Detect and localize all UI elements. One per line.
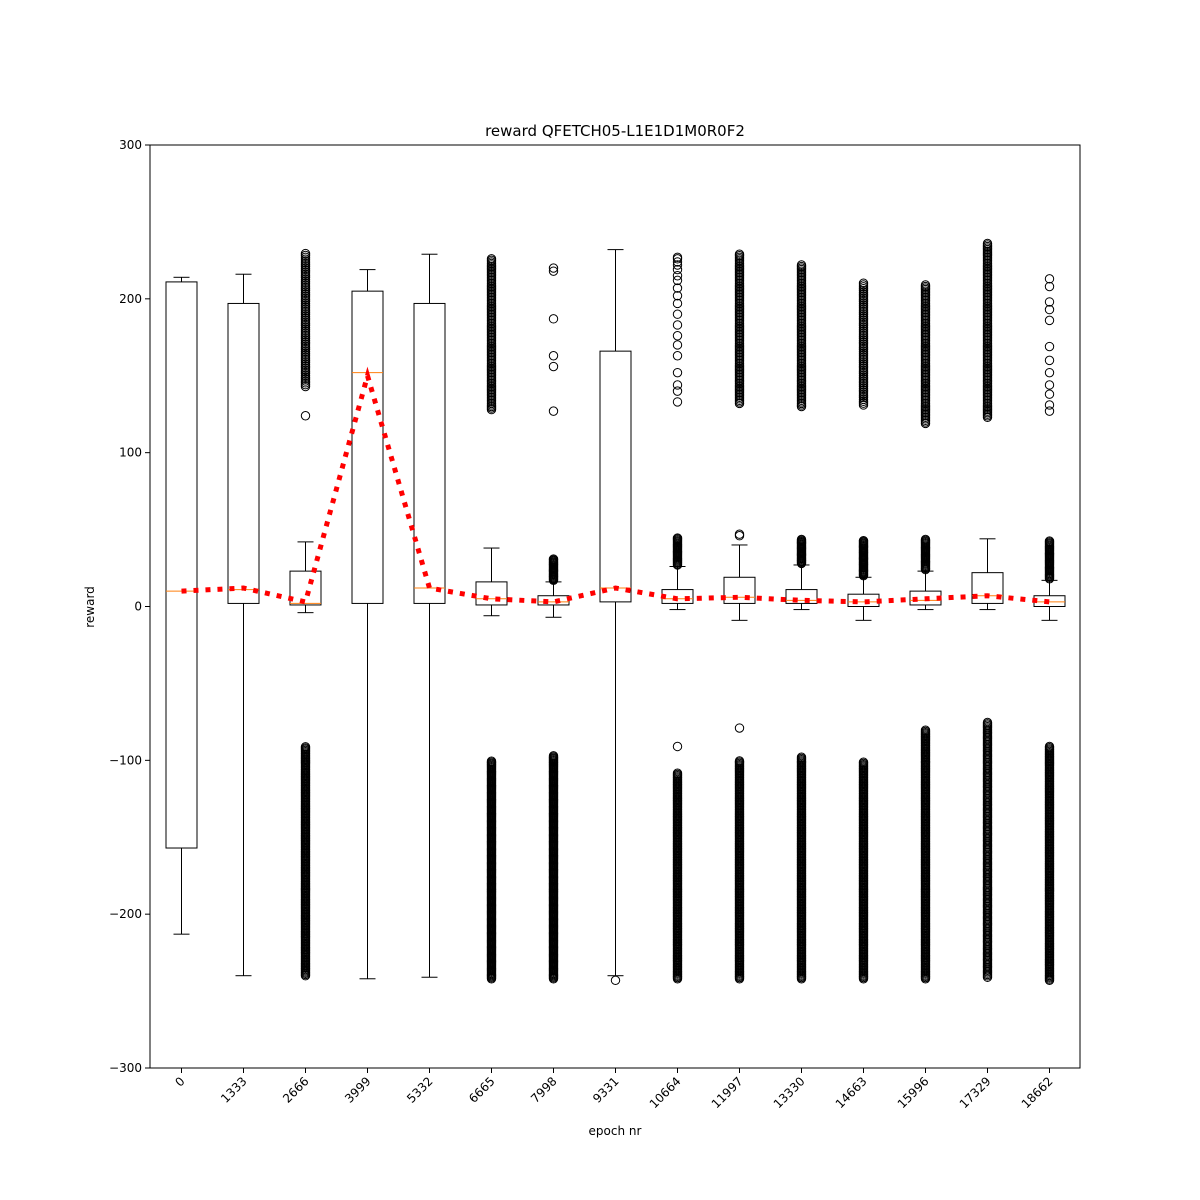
box-iqr xyxy=(971,572,1004,604)
outlier-point xyxy=(1044,367,1055,378)
box-iqr xyxy=(599,350,632,603)
outlier-point xyxy=(672,264,683,275)
outlier-point xyxy=(1044,355,1055,366)
outlier-point xyxy=(1044,380,1055,390)
outlier-point xyxy=(1044,341,1055,352)
outlier-point xyxy=(548,351,559,361)
outlier-point xyxy=(672,397,683,407)
outlier-point xyxy=(486,254,497,264)
outlier-point xyxy=(1044,536,1055,546)
outlier-point xyxy=(1044,315,1055,326)
outlier-point xyxy=(796,534,807,545)
outlier-point xyxy=(858,535,869,546)
outlier-point xyxy=(486,756,497,766)
outlier-point xyxy=(734,723,745,733)
outlier-point xyxy=(920,725,931,735)
outlier-point xyxy=(1044,281,1055,292)
outlier-point xyxy=(672,271,683,281)
outlier-point xyxy=(672,768,683,778)
outlier-point xyxy=(672,380,683,390)
y-axis-label: reward xyxy=(83,586,97,628)
axes-frame xyxy=(149,144,1081,1069)
outlier-point xyxy=(548,361,559,372)
box-iqr xyxy=(289,570,322,606)
outlier-point xyxy=(1044,400,1055,410)
outlier-point xyxy=(672,386,683,396)
outlier-point xyxy=(734,529,745,539)
outlier-point xyxy=(548,751,559,761)
outlier-point xyxy=(982,717,993,728)
outlier-point xyxy=(1044,274,1055,284)
outlier-point xyxy=(858,757,869,767)
outlier-point xyxy=(548,554,559,564)
outlier-point xyxy=(672,533,683,543)
outlier-point xyxy=(672,260,683,270)
outlier-point xyxy=(734,249,745,259)
box-iqr xyxy=(723,576,756,604)
outlier-point xyxy=(672,283,683,293)
mean-line xyxy=(181,366,1050,605)
outlier-point xyxy=(300,742,311,752)
outlier-point xyxy=(672,320,683,330)
outlier-point xyxy=(1044,741,1055,752)
outlier-point xyxy=(672,331,683,341)
outlier-point xyxy=(982,238,993,249)
outlier-point xyxy=(672,275,683,286)
chart-title: reward QFETCH05-L1E1D1M0R0F2 xyxy=(485,122,745,140)
outlier-point xyxy=(672,298,683,309)
outlier-point xyxy=(796,752,807,762)
outlier-point xyxy=(610,975,621,986)
outlier-point xyxy=(300,411,311,421)
y-tick-label: 200 xyxy=(119,292,142,306)
box-iqr xyxy=(413,302,446,604)
outlier-point xyxy=(672,351,683,361)
outlier-point xyxy=(734,756,745,766)
outlier-point xyxy=(796,260,807,270)
y-tick-label: −200 xyxy=(109,907,142,921)
outlier-point xyxy=(1044,304,1055,315)
outlier-point xyxy=(548,266,559,276)
outlier-point xyxy=(672,741,683,752)
outlier-point xyxy=(1044,389,1055,399)
box-iqr xyxy=(475,581,508,606)
box-iqr xyxy=(785,589,818,604)
outlier-point xyxy=(858,278,869,288)
y-tick-label: −300 xyxy=(109,1061,142,1075)
outlier-point xyxy=(548,406,559,416)
outlier-point xyxy=(672,309,683,319)
box-iqr xyxy=(351,290,384,604)
outlier-point xyxy=(920,280,931,290)
outlier-point xyxy=(672,367,683,378)
outlier-point xyxy=(672,252,683,262)
outlier-point xyxy=(920,534,931,545)
box-iqr xyxy=(227,302,260,604)
outlier-point xyxy=(548,263,559,273)
outlier-point xyxy=(1044,406,1055,416)
outlier-point xyxy=(672,257,683,267)
y-tick-label: 0 xyxy=(134,600,142,614)
y-tick-label: 100 xyxy=(119,446,142,460)
outlier-point xyxy=(672,340,683,350)
box-iqr xyxy=(165,281,198,849)
outlier-point xyxy=(672,291,683,301)
y-tick-label: −100 xyxy=(109,753,142,767)
y-tick-label: 300 xyxy=(119,138,142,152)
x-axis-label: epoch nr xyxy=(589,1124,642,1138)
outlier-point xyxy=(548,314,559,324)
outlier-point xyxy=(1044,297,1055,307)
outlier-point xyxy=(300,248,311,259)
